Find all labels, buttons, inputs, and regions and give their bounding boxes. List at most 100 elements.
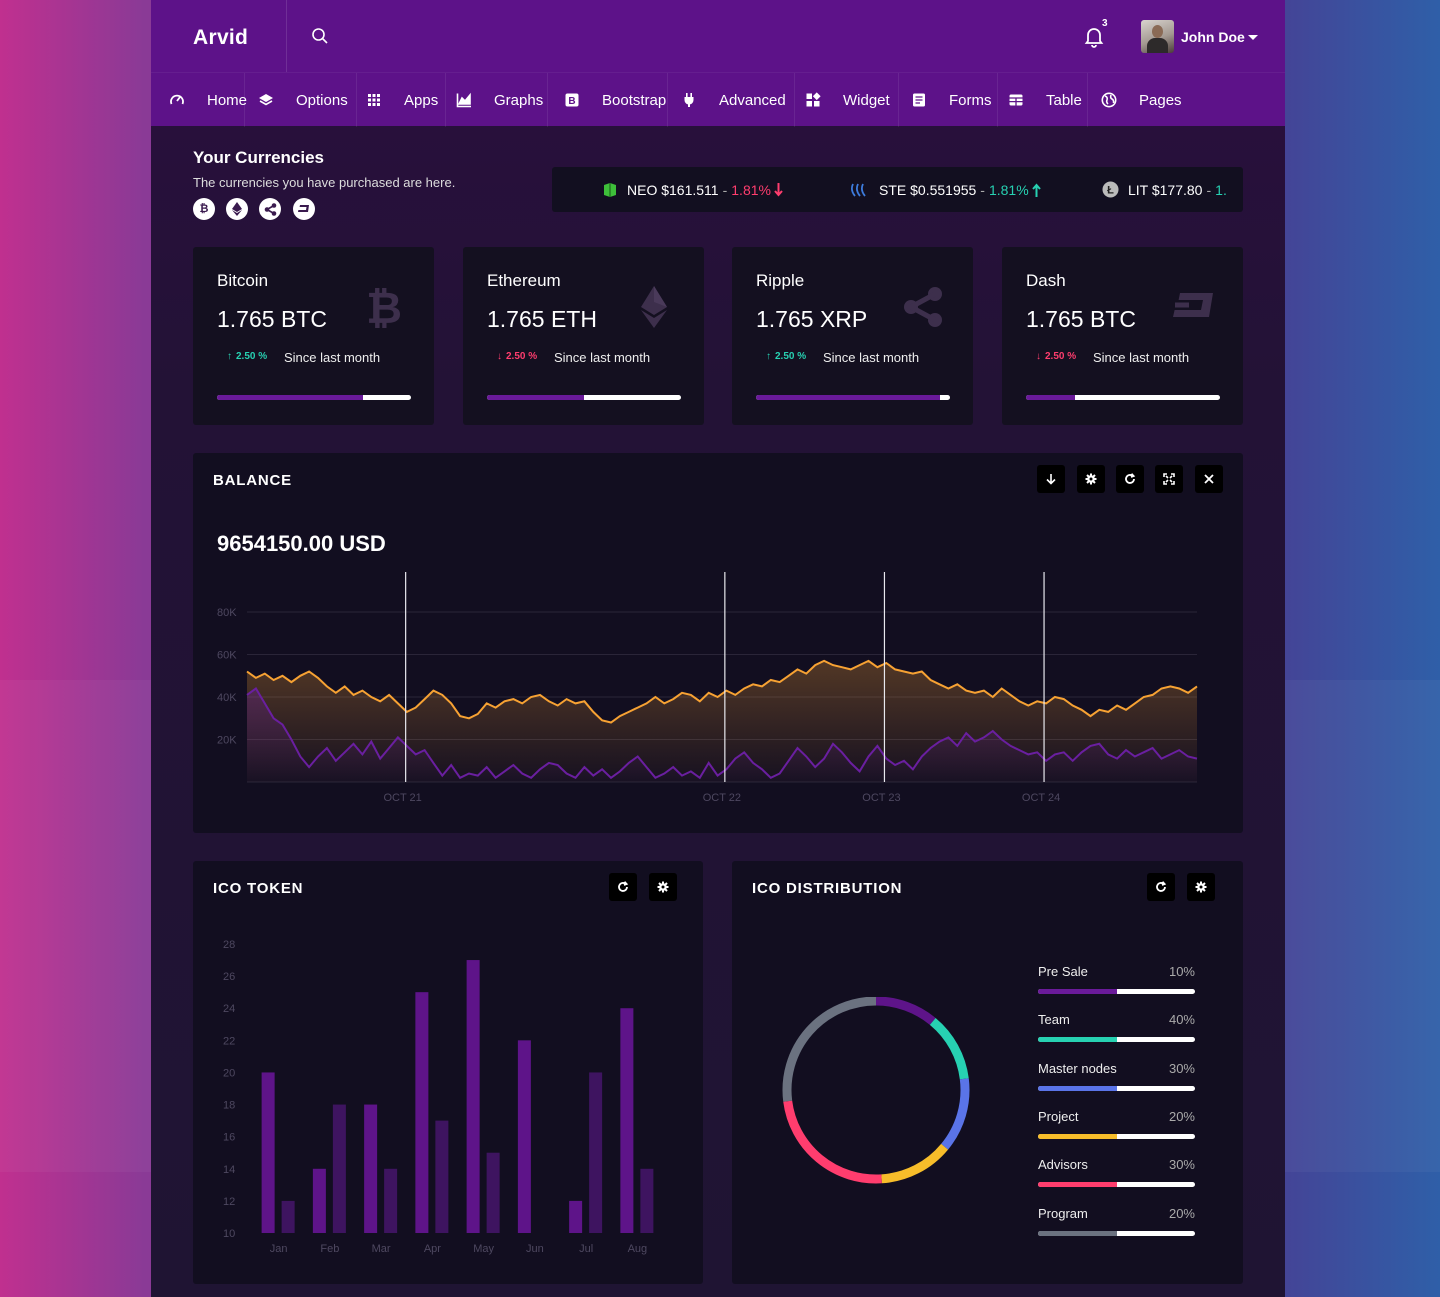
bar[interactable] — [517, 1040, 531, 1233]
distribution-pct: 40% — [1168, 1012, 1195, 1028]
ticker-item[interactable]: NEO $161.511-1.81% — [602, 167, 783, 212]
bar[interactable] — [466, 960, 480, 1233]
y-tick-label: 20K — [217, 735, 237, 747]
nav-item-advanced[interactable]: Advanced — [681, 73, 786, 127]
donut-slice[interactable] — [783, 1100, 882, 1184]
bar[interactable] — [486, 1152, 500, 1233]
x-tick-label: OCT 21 — [383, 792, 421, 803]
download-button[interactable] — [1037, 465, 1065, 493]
nav-item-graphs[interactable]: Graphs — [456, 73, 543, 127]
bell-icon[interactable] — [1084, 26, 1104, 48]
brand-logo[interactable]: Arvid — [193, 26, 249, 49]
bitcoin-icon: ₿ — [362, 283, 406, 334]
card-change-value: 2.50 % — [236, 351, 268, 362]
y-tick-label: 14 — [223, 1164, 235, 1176]
y-tick-label: 80K — [217, 607, 237, 619]
donut-chart[interactable] — [776, 997, 976, 1197]
nav-item-widget[interactable]: Widget — [805, 73, 890, 127]
nav-item-forms[interactable]: Forms — [911, 73, 992, 127]
nav-item-label: Advanced — [719, 91, 786, 109]
currency-card-ethereum[interactable]: Ethereum 1.765 ETH ↓ 2.50 % Since last month — [463, 247, 704, 425]
bar[interactable] — [364, 1104, 378, 1233]
refresh-button[interactable] — [609, 873, 637, 901]
card-since: Since last month — [554, 350, 651, 365]
token-chart[interactable]: 28 26 24 22 20 18 16 14 12 10 Jan Feb Mar Apr May Jun Ju… — [193, 921, 703, 1271]
settings-button[interactable] — [1187, 873, 1215, 901]
notification-count: 3 — [1102, 18, 1108, 29]
card-title: Bitcoin — [217, 271, 269, 290]
bar[interactable] — [261, 1072, 275, 1233]
ethereum-icon — [632, 285, 676, 329]
distribution-pct: 30% — [1168, 1060, 1195, 1076]
card-change: ↑ 2.50 % — [227, 351, 267, 362]
currency-card-bitcoin[interactable]: Bitcoin 1.765 BTC ₿ ↑ 2.50 % Since last month — [193, 247, 434, 425]
ticker-price: LIT $177.80 — [1128, 181, 1203, 198]
close-button[interactable] — [1195, 465, 1223, 493]
nav-item-bootstrap[interactable]: B Bootstrap — [564, 73, 666, 127]
x-tick-label: Feb — [320, 1243, 339, 1255]
bar[interactable] — [569, 1200, 583, 1233]
donut-slice[interactable] — [941, 1078, 970, 1150]
search-icon[interactable] — [311, 27, 329, 45]
y-tick-label: 24 — [223, 1003, 235, 1015]
ripple-icon[interactable] — [259, 198, 281, 220]
ticker-item[interactable]: Ł LIT $177.80-1. — [1102, 167, 1227, 212]
dash-icon[interactable] — [293, 198, 315, 220]
ico-distribution-panel: ICO DISTRIBUTION Pre Sale 10% Team 40% Maste… — [732, 861, 1243, 1284]
card-title: Dash — [1026, 271, 1066, 290]
section-subtitle: The currencies you have purchased are he… — [193, 175, 456, 190]
distribution-pct: 20% — [1168, 1205, 1195, 1221]
bar[interactable] — [332, 1104, 346, 1233]
arrow-down-icon: ↓ — [1036, 351, 1041, 362]
donut-slice[interactable] — [929, 1017, 969, 1080]
arrow-down-icon: ↓ — [497, 351, 502, 362]
nav-item-apps[interactable]: Apps — [366, 73, 438, 127]
bar[interactable] — [620, 1008, 634, 1233]
panel-title: ICO TOKEN — [213, 880, 304, 897]
nav-item-options[interactable]: Options — [258, 73, 348, 127]
donut-slice[interactable] — [881, 1143, 949, 1184]
ticker-change: 1.81% — [731, 181, 771, 198]
currency-card-dash[interactable]: Dash 1.765 BTC ↓ 2.50 % Since last month — [1002, 247, 1243, 425]
donut-slice[interactable] — [875, 997, 936, 1025]
x-tick-label: OCT 24 — [1022, 792, 1060, 803]
bar[interactable] — [312, 1168, 326, 1233]
bar[interactable] — [589, 1072, 603, 1233]
nav-item-table[interactable]: Table — [1008, 73, 1082, 127]
avatar[interactable] — [1141, 20, 1174, 53]
refresh-button[interactable] — [1147, 873, 1175, 901]
chevron-down-icon[interactable] — [1248, 35, 1258, 40]
settings-button[interactable] — [649, 873, 677, 901]
x-tick-label: OCT 23 — [862, 792, 900, 803]
bitcoin-icon[interactable]: ₿ — [193, 198, 215, 220]
balance-chart[interactable]: 80K 60K 40K 20K OCT 21 OCT 22 OCT 23 OCT 24 — [193, 563, 1243, 803]
ticker-item[interactable]: STE $0.551955-1.81% — [850, 167, 1041, 212]
distribution-pct: 10% — [1168, 964, 1195, 979]
nav-item-pages[interactable]: Pages — [1101, 73, 1182, 127]
series-area — [247, 688, 1197, 782]
bar[interactable] — [384, 1168, 398, 1233]
bar[interactable] — [640, 1168, 654, 1233]
currency-card-ripple[interactable]: Ripple 1.765 XRP ↑ 2.50 % Since last month — [732, 247, 973, 425]
nav-item-home[interactable]: Home — [169, 73, 247, 127]
arrow-up-icon: ↑ — [766, 351, 771, 362]
expand-button[interactable] — [1155, 465, 1183, 493]
card-change: ↑ 2.50 % — [766, 351, 806, 362]
settings-button[interactable] — [1077, 465, 1105, 493]
card-title: Ripple — [756, 271, 805, 290]
download-icon — [1046, 474, 1056, 485]
ethereum-icon[interactable] — [226, 198, 248, 220]
bar[interactable] — [435, 1120, 449, 1233]
bootstrap-icon: B — [564, 92, 580, 108]
ico-token-panel: ICO TOKEN 28 26 24 22 20 18 16 14 12 10 Jan Feb Mar A… — [193, 861, 703, 1284]
arrow-up-icon — [1031, 182, 1041, 197]
donut-slice[interactable] — [782, 997, 877, 1102]
distribution-bar — [1038, 1230, 1195, 1236]
user-name[interactable]: John Doe — [1181, 29, 1245, 45]
x-tick-label: Jun — [526, 1243, 544, 1255]
bar[interactable] — [281, 1200, 295, 1233]
refresh-button[interactable] — [1116, 465, 1144, 493]
nav-item-label: Table — [1046, 91, 1082, 109]
bar[interactable] — [415, 992, 429, 1233]
main-nav: Home Options Apps Graphs B Bootstrap Advanced W… — [151, 72, 1285, 127]
